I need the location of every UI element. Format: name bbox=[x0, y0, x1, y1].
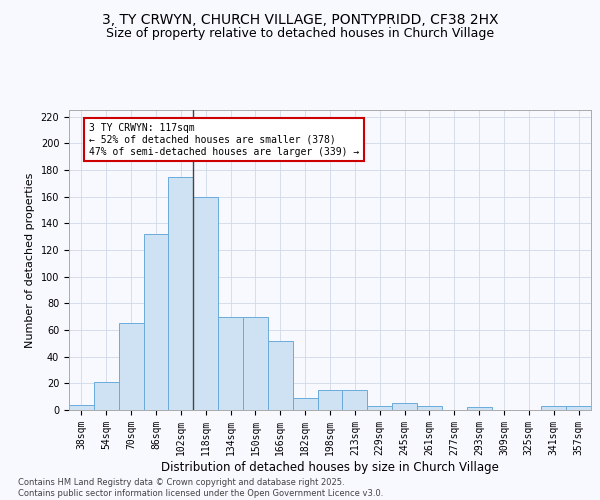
Bar bbox=[566, 406, 591, 410]
Bar bbox=[293, 398, 317, 410]
Bar bbox=[367, 406, 392, 410]
Bar bbox=[119, 324, 143, 410]
Bar bbox=[417, 406, 442, 410]
Text: Contains HM Land Registry data © Crown copyright and database right 2025.
Contai: Contains HM Land Registry data © Crown c… bbox=[18, 478, 383, 498]
Bar bbox=[94, 382, 119, 410]
Y-axis label: Number of detached properties: Number of detached properties bbox=[25, 172, 35, 348]
Bar bbox=[218, 316, 243, 410]
Text: Size of property relative to detached houses in Church Village: Size of property relative to detached ho… bbox=[106, 28, 494, 40]
Bar bbox=[467, 408, 491, 410]
Bar bbox=[143, 234, 169, 410]
Bar bbox=[343, 390, 367, 410]
Bar bbox=[169, 176, 193, 410]
Bar bbox=[317, 390, 343, 410]
Bar bbox=[392, 404, 417, 410]
X-axis label: Distribution of detached houses by size in Church Village: Distribution of detached houses by size … bbox=[161, 460, 499, 473]
Bar bbox=[541, 406, 566, 410]
Text: 3, TY CRWYN, CHURCH VILLAGE, PONTYPRIDD, CF38 2HX: 3, TY CRWYN, CHURCH VILLAGE, PONTYPRIDD,… bbox=[102, 12, 498, 26]
Bar bbox=[243, 316, 268, 410]
Text: 3 TY CRWYN: 117sqm
← 52% of detached houses are smaller (378)
47% of semi-detach: 3 TY CRWYN: 117sqm ← 52% of detached hou… bbox=[89, 124, 359, 156]
Bar bbox=[69, 404, 94, 410]
Bar bbox=[268, 340, 293, 410]
Bar bbox=[193, 196, 218, 410]
